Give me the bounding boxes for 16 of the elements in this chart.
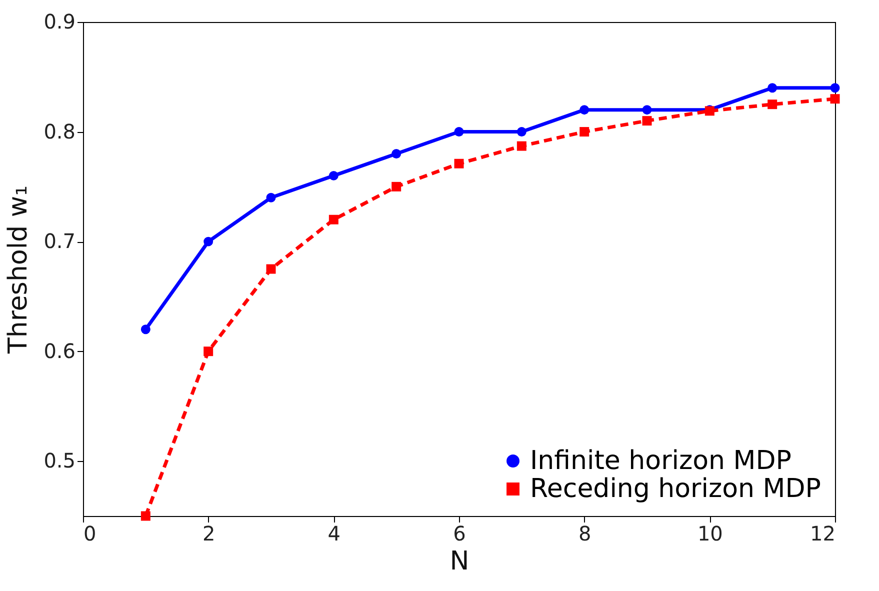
y-tick-label: 0.7 xyxy=(44,229,76,254)
y-tick-label: 0.5 xyxy=(44,448,76,473)
x-tick-label: 8 xyxy=(578,522,592,546)
x-tick-label: 10 xyxy=(697,522,723,546)
x-axis-title: N xyxy=(450,546,470,576)
x-tick-label: 12 xyxy=(810,522,836,546)
x-tick-label: 2 xyxy=(202,522,216,546)
legend-label: Infinite horizon MDP xyxy=(530,446,792,476)
y-tick-label: 0.8 xyxy=(44,119,76,144)
y-axis-title: Threshold w₁ xyxy=(4,185,34,355)
legend-label: Receding horizon MDP xyxy=(530,474,821,504)
x-tick-label: 4 xyxy=(328,522,341,546)
x-tick-label: 6 xyxy=(453,522,466,546)
x-tick-label: 0 xyxy=(84,522,96,546)
y-tick-label: 0.6 xyxy=(44,338,76,363)
y-tick-label: 0.9 xyxy=(44,10,76,34)
